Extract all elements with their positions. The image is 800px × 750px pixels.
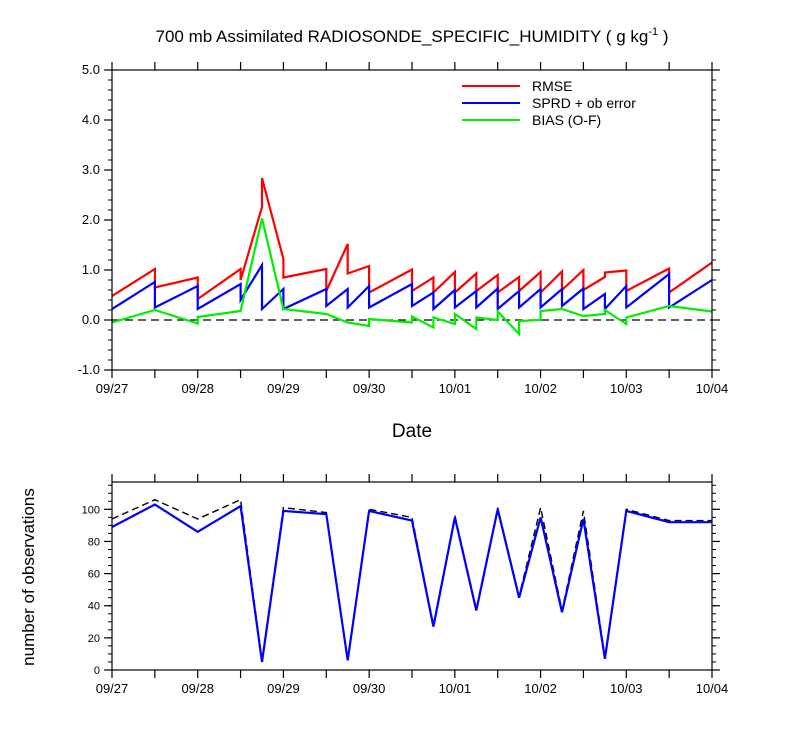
legend-label: BIAS (O-F)	[532, 112, 601, 128]
x-tick-label: 09/29	[267, 381, 300, 396]
y-tick-label: 0.0	[82, 312, 100, 327]
x-tick-label: 10/04	[696, 381, 729, 396]
x-tick-label: 10/03	[610, 681, 643, 696]
x-tick-label: 10/02	[524, 381, 557, 396]
series-line-bias-o-f	[111, 218, 713, 337]
y-tick-label: 60	[88, 569, 100, 581]
chart-title: 700 mb Assimilated RADIOSONDE_SPECIFIC_H…	[156, 26, 669, 46]
series-line-sprd-ob-error	[111, 261, 713, 312]
top-chart: 700 mb Assimilated RADIOSONDE_SPECIFIC_H…	[78, 26, 729, 442]
x-tick-label: 10/02	[524, 681, 557, 696]
x-tick-label: 10/01	[439, 381, 472, 396]
legend-label: RMSE	[532, 78, 572, 94]
y-tick-label: 100	[82, 504, 100, 516]
y-tick-label: 40	[88, 601, 100, 613]
plot-frame	[111, 69, 713, 371]
top-axes: 09/27 09/28 09/29 09/30 10/01 10/02 10/03 10/04…	[78, 62, 729, 396]
series-line-solid	[111, 503, 712, 663]
y-tick-label: 1.0	[82, 262, 100, 277]
x-tick-label: 09/28	[181, 681, 214, 696]
y-tick-label: 4.0	[82, 112, 100, 127]
x-tick-label: 09/30	[353, 381, 386, 396]
x-tick-label: 09/30	[353, 681, 386, 696]
bottom-chart: 09/27 09/28 09/29 09/30 10/01 10/02 10/03 10/04…	[19, 474, 728, 696]
y-axis-label-observations: number of observations	[19, 488, 38, 666]
y-tick-label: 2.0	[82, 212, 100, 227]
bottom-series-group	[111, 498, 712, 663]
x-tick-label: 10/03	[610, 381, 643, 396]
x-axis-label: Date	[392, 421, 432, 442]
legend-label: SPRD + ob error	[532, 95, 636, 111]
y-tick-label: 5.0	[82, 62, 100, 77]
y-tick-label: -1.0	[78, 362, 100, 377]
x-tick-label: 09/28	[181, 381, 214, 396]
bottom-axes: 09/27 09/28 09/29 09/30 10/01 10/02 10/03 10/04…	[82, 474, 729, 696]
y-tick-label: 80	[88, 536, 100, 548]
x-tick-label: 10/04	[696, 681, 729, 696]
plot-frame	[111, 481, 713, 671]
x-tick-label: 09/27	[96, 681, 129, 696]
x-tick-label: 09/27	[96, 381, 129, 396]
y-tick-label: 0	[94, 665, 100, 677]
y-tick-label: 20	[88, 633, 100, 645]
top-series-group	[111, 177, 713, 337]
x-tick-label: 10/01	[439, 681, 472, 696]
series-line-rmse	[111, 177, 713, 302]
y-tick-label: 3.0	[82, 162, 100, 177]
x-tick-label: 09/29	[267, 681, 300, 696]
